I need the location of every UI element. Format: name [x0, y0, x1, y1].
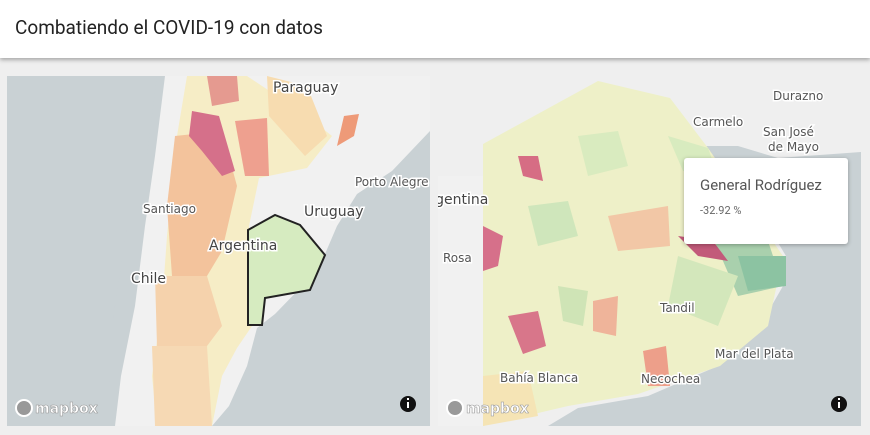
map-label: Carmelo	[693, 115, 743, 129]
map-label: San José	[763, 125, 814, 139]
attribution[interactable]: mapbox	[35, 401, 98, 418]
map-label: Argentina	[209, 238, 277, 254]
header: Combatiendo el COVID-19 con datos	[0, 0, 870, 58]
map-label: Argentina	[438, 192, 488, 208]
map-label: Necochea	[641, 372, 700, 386]
map-label: Chile	[131, 271, 166, 287]
map-label: Mar del Plata	[715, 347, 794, 361]
right-map[interactable]: Durazno Carmelo San José de Mayo Argenti…	[438, 76, 861, 426]
map-label: Durazno	[773, 89, 823, 103]
map-label: Paraguay	[273, 80, 338, 96]
map-canvas: Durazno Carmelo San José de Mayo Argenti…	[438, 76, 861, 426]
map-label: de Mayo	[768, 140, 819, 154]
map-label: Bahía Blanca	[500, 371, 578, 385]
map-canvas: Paraguay Porto Alegre Santiago Uruguay A…	[7, 76, 430, 426]
map-label: Tandil	[659, 301, 695, 315]
map-label: Uruguay	[304, 204, 364, 220]
tooltip: General Rodríguez -32.92 %	[684, 158, 848, 244]
tooltip-value: -32.92 %	[700, 204, 742, 217]
tooltip-title: General Rodríguez	[700, 176, 822, 194]
attribution[interactable]: mapbox	[466, 401, 529, 418]
map-label: Rosa	[443, 251, 472, 265]
title: Combatiendo el COVID-19 con datos	[15, 16, 323, 39]
left-map[interactable]: Paraguay Porto Alegre Santiago Uruguay A…	[7, 76, 430, 426]
map-label: Santiago	[143, 202, 196, 216]
map-label: Porto Alegre	[355, 175, 429, 189]
